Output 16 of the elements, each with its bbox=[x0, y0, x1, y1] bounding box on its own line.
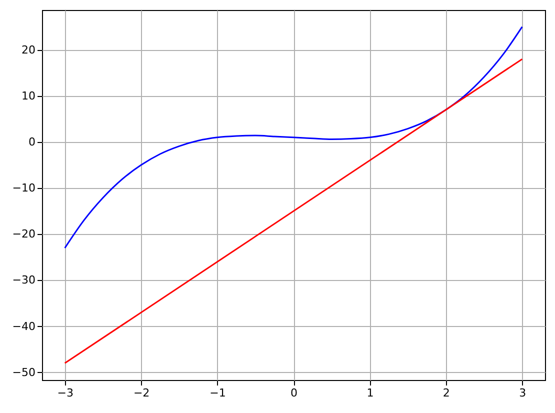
y-tick-label: −20 bbox=[12, 228, 36, 241]
x-tick-label: 0 bbox=[290, 386, 298, 400]
y-tick-label: 0 bbox=[28, 136, 36, 149]
y-tick-label: −50 bbox=[12, 366, 36, 379]
y-tick-label: 20 bbox=[22, 43, 36, 56]
x-tick-label: 1 bbox=[366, 386, 374, 400]
x-tick-label: 2 bbox=[442, 386, 450, 400]
x-tick-label: −3 bbox=[57, 386, 74, 400]
y-tick-label: −40 bbox=[12, 320, 36, 333]
y-tick-label: −10 bbox=[12, 182, 36, 195]
y-tick-label: −30 bbox=[12, 274, 36, 287]
line-series bbox=[64, 26, 523, 249]
x-tick-label: −1 bbox=[210, 386, 226, 400]
y-tick-label: 10 bbox=[22, 89, 36, 102]
x-tick-label: −2 bbox=[133, 386, 150, 400]
x-tick-label: 3 bbox=[519, 386, 526, 400]
